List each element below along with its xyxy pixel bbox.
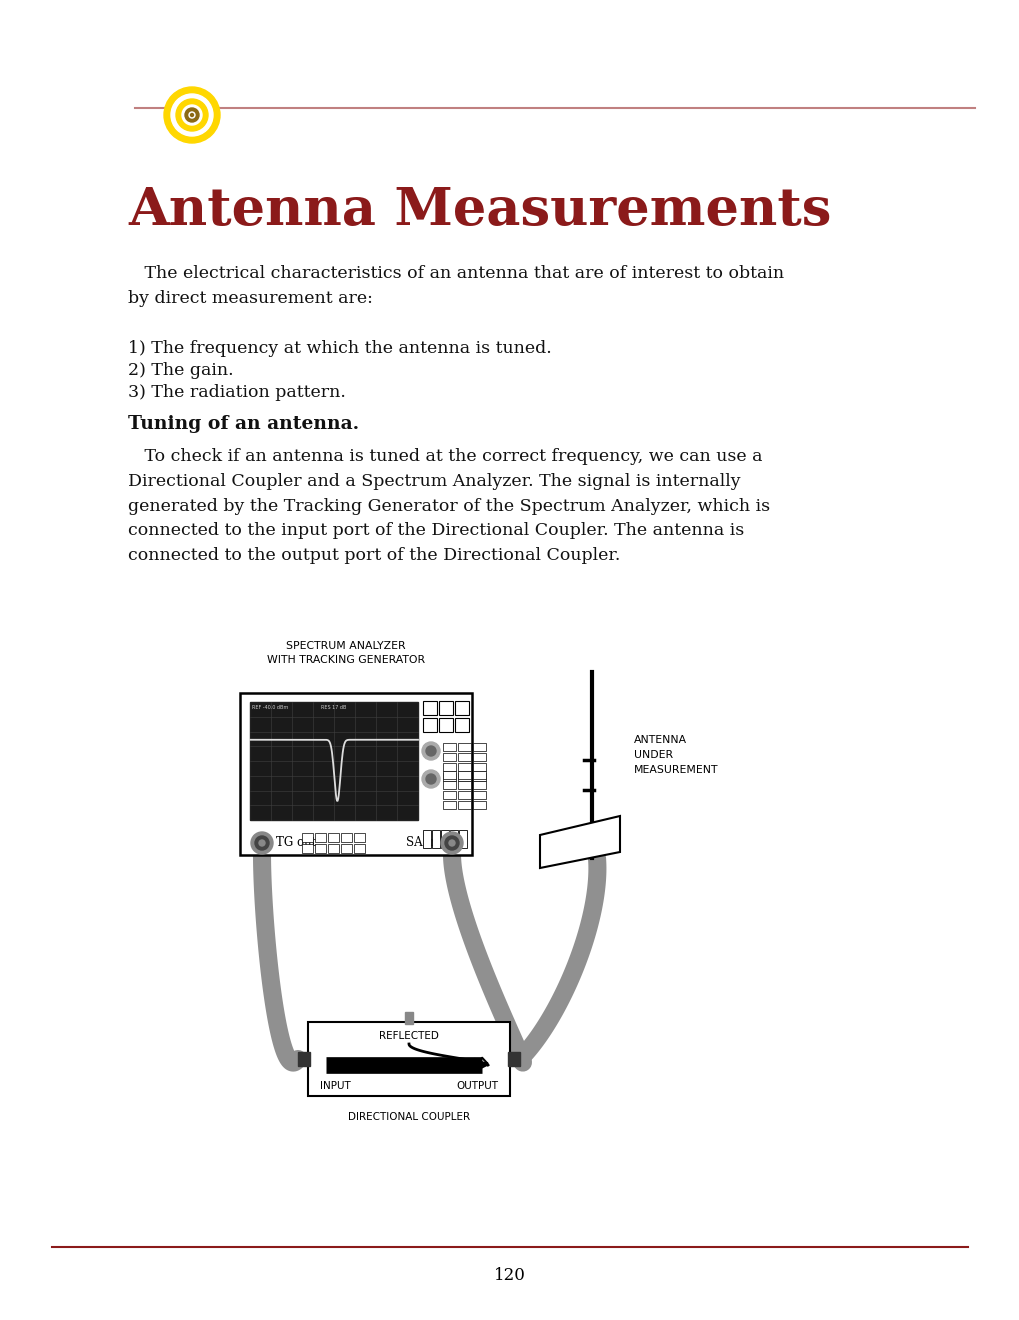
Bar — [473, 774, 485, 781]
Bar — [340, 843, 352, 853]
Bar — [473, 763, 485, 771]
Bar — [442, 771, 455, 779]
Circle shape — [259, 840, 265, 846]
Bar — [458, 801, 471, 809]
Bar — [473, 791, 485, 799]
Bar — [423, 830, 431, 847]
Text: DIRECTIONAL COUPLER: DIRECTIONAL COUPLER — [347, 1111, 470, 1122]
Circle shape — [440, 832, 463, 854]
Bar — [438, 718, 452, 733]
Bar — [405, 1012, 413, 1024]
Bar — [432, 830, 439, 847]
Bar — [302, 843, 313, 853]
Text: To check if an antenna is tuned at the correct frequency, we can use a
Direction: To check if an antenna is tuned at the c… — [127, 447, 769, 564]
Circle shape — [189, 112, 195, 117]
Bar — [340, 833, 352, 842]
Bar — [442, 763, 455, 771]
Text: OUTPUT: OUTPUT — [455, 1081, 497, 1092]
Bar — [507, 1052, 520, 1067]
Text: REF -40.0 dBm: REF -40.0 dBm — [252, 705, 288, 710]
Bar — [442, 743, 455, 751]
Bar — [308, 1022, 510, 1096]
Bar — [473, 771, 485, 779]
Circle shape — [422, 742, 439, 760]
Text: SPECTRUM ANALYZER
WITH TRACKING GENERATOR: SPECTRUM ANALYZER WITH TRACKING GENERATO… — [267, 642, 425, 665]
Bar — [473, 801, 485, 809]
Text: TG out: TG out — [276, 837, 316, 850]
Bar — [328, 843, 338, 853]
Bar — [438, 701, 452, 715]
Circle shape — [426, 746, 435, 756]
Bar — [454, 718, 469, 733]
Bar — [449, 830, 458, 847]
Bar — [442, 801, 455, 809]
Circle shape — [251, 832, 273, 854]
Text: 120: 120 — [493, 1267, 526, 1284]
Bar — [458, 763, 471, 771]
Bar — [239, 693, 472, 855]
Circle shape — [448, 840, 454, 846]
Circle shape — [184, 108, 199, 121]
Bar — [354, 843, 365, 853]
Bar — [328, 833, 338, 842]
Circle shape — [444, 836, 459, 850]
Text: REFLECTED: REFLECTED — [379, 1031, 438, 1041]
Bar — [442, 774, 455, 781]
Bar — [250, 702, 418, 820]
Bar — [442, 791, 455, 799]
Bar — [440, 830, 448, 847]
Bar — [458, 771, 471, 779]
Bar — [454, 701, 469, 715]
Bar — [298, 1052, 310, 1067]
Bar — [423, 701, 436, 715]
Bar — [459, 830, 467, 847]
Circle shape — [171, 94, 213, 136]
Circle shape — [181, 106, 202, 125]
Bar — [458, 743, 471, 751]
Bar — [423, 718, 436, 733]
Bar — [458, 791, 471, 799]
Bar — [442, 781, 455, 789]
Bar — [473, 752, 485, 762]
Circle shape — [191, 114, 194, 116]
Bar — [302, 833, 313, 842]
Text: Tuning of an antenna.: Tuning of an antenna. — [127, 414, 359, 433]
Bar — [315, 833, 326, 842]
Bar — [354, 833, 365, 842]
Text: ANTENNA
UNDER
MEASUREMENT: ANTENNA UNDER MEASUREMENT — [634, 735, 717, 775]
Text: 1) The frequency at which the antenna is tuned.: 1) The frequency at which the antenna is… — [127, 341, 551, 356]
Circle shape — [426, 774, 435, 784]
Text: RES 17 dB: RES 17 dB — [321, 705, 346, 710]
Bar — [458, 752, 471, 762]
Circle shape — [422, 770, 439, 788]
Bar — [458, 781, 471, 789]
Circle shape — [176, 99, 208, 131]
Text: Antenna Measurements: Antenna Measurements — [127, 185, 830, 236]
Circle shape — [164, 87, 220, 143]
Bar — [442, 752, 455, 762]
Bar — [473, 743, 485, 751]
Polygon shape — [539, 816, 620, 869]
Text: SA in: SA in — [406, 837, 437, 850]
Text: INPUT: INPUT — [320, 1081, 351, 1092]
Text: 3) The radiation pattern.: 3) The radiation pattern. — [127, 384, 345, 401]
Bar — [315, 843, 326, 853]
Text: 2) The gain.: 2) The gain. — [127, 362, 233, 379]
Text: The electrical characteristics of an antenna that are of interest to obtain
by d: The electrical characteristics of an ant… — [127, 265, 784, 306]
Bar — [458, 774, 471, 781]
Circle shape — [255, 836, 269, 850]
Bar — [473, 781, 485, 789]
